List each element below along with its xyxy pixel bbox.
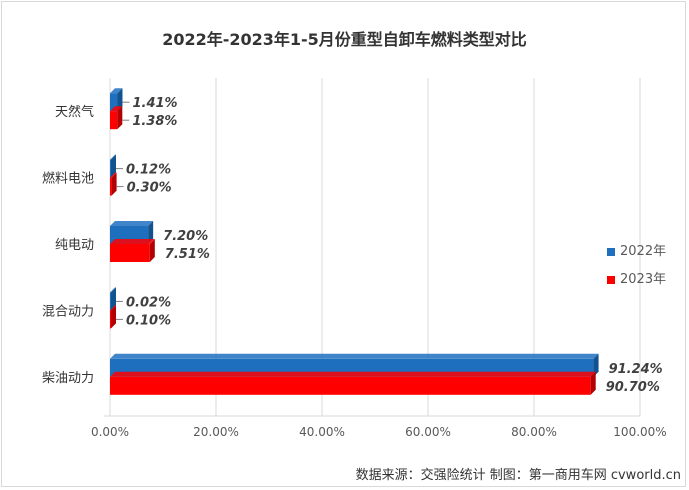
data-label-1-0: 1.38% <box>132 114 177 129</box>
legend-item-2022: 2022年 <box>607 240 666 259</box>
x-tick-label-1: 20.00% <box>193 425 239 439</box>
bar-top-1-4 <box>110 371 596 377</box>
bar-side-1-1 <box>111 172 117 196</box>
legend-label-2023: 2023年 <box>620 272 667 287</box>
bar-side-0-4 <box>593 353 599 377</box>
data-label-0-2: 7.20% <box>163 229 208 244</box>
legend-swatch-2022 <box>607 247 615 256</box>
bar-side-1-4 <box>590 371 596 395</box>
x-tick-label-2: 40.00% <box>299 425 345 439</box>
bar-1-0 <box>110 111 118 130</box>
data-label-0-4: 91.24% <box>609 362 663 377</box>
bar-top-1-3 <box>110 305 116 311</box>
bar-side-0-1 <box>111 154 116 178</box>
bar-side-1-2 <box>149 239 155 262</box>
bar-0-1 <box>110 159 111 178</box>
bar-1-1 <box>110 177 112 196</box>
bar-top-0-4 <box>110 353 599 359</box>
legend-label-2022: 2022年 <box>620 244 667 259</box>
data-label-1-1: 0.30% <box>127 181 172 196</box>
x-tick-label-0: 0.00% <box>91 425 129 439</box>
x-tick-label-4: 80.00% <box>511 425 557 439</box>
category-label-2: 纯电动 <box>55 238 94 253</box>
bar-top-0-1 <box>110 154 116 160</box>
chart-title: 2022年-2023年1-5月份重型自卸车燃料类型对比 <box>162 30 527 49</box>
bar-top-0-2 <box>110 221 154 226</box>
bar-top-1-1 <box>110 172 117 178</box>
data-label-1-4: 90.70% <box>606 380 660 395</box>
bar-0-0 <box>110 93 118 112</box>
category-label-3: 混合动力 <box>42 304 94 319</box>
category-label-1: 燃料电池 <box>42 171 94 187</box>
bar-top-1-2 <box>110 239 155 244</box>
x-tick-label-3: 60.00% <box>405 425 451 439</box>
source-note: 数据来源：交强险统计 制图：第一商用车网 cvworld.cn <box>355 468 681 483</box>
category-label-4: 柴油动力 <box>42 371 94 386</box>
legend-swatch-2023 <box>607 275 615 284</box>
bar-side-1-0 <box>117 106 123 130</box>
data-label-1-3: 0.10% <box>126 313 171 328</box>
bar-side-0-0 <box>117 88 123 112</box>
data-label-0-3: 0.02% <box>126 295 171 310</box>
legend-item-2023: 2023年 <box>607 268 666 287</box>
bar-side-1-3 <box>111 305 116 329</box>
bar-side-0-3 <box>111 287 116 311</box>
data-label-0-1: 0.12% <box>126 163 171 178</box>
bar-0-3 <box>110 292 111 311</box>
bar-side-0-2 <box>148 221 154 244</box>
bar-top-0-0 <box>110 88 123 94</box>
data-label-0-0: 1.41% <box>132 96 177 111</box>
bar-1-3 <box>110 310 111 329</box>
data-label-1-2: 7.51% <box>165 247 210 262</box>
bar-1-4 <box>110 376 591 395</box>
x-tick-label-5: 100.00% <box>613 425 666 439</box>
bar-1-2 <box>110 244 150 262</box>
bar-top-1-0 <box>110 106 123 112</box>
category-label-0: 天然气 <box>55 104 94 120</box>
bar-top-0-3 <box>110 287 116 293</box>
